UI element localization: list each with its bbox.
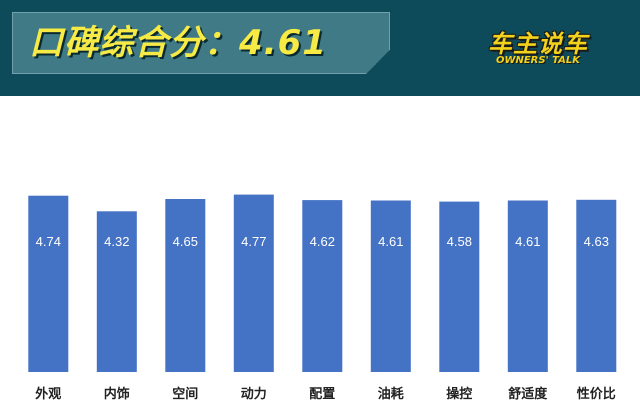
bar-value-label: 4.77 <box>241 234 266 249</box>
bar-value-label: 4.63 <box>584 234 609 249</box>
bar-value-label: 4.61 <box>378 234 403 249</box>
category-label: 舒适度 <box>508 386 548 402</box>
header-banner: 口碑综合分：4.61 车主说车 OWNERS' TALK <box>0 0 640 96</box>
bar-6 <box>439 201 480 372</box>
bar-3 <box>233 194 274 372</box>
bar-1 <box>96 211 137 372</box>
bar-7 <box>507 200 548 372</box>
category-label: 性价比 <box>577 386 616 402</box>
logo-wordmark: 车主说车 <box>488 30 588 58</box>
bar-0 <box>28 195 69 372</box>
bar-value-label: 4.58 <box>447 234 472 249</box>
bars-group <box>28 194 617 372</box>
category-label: 内饰 <box>104 386 130 402</box>
logo-tagline: OWNERS' TALK <box>495 55 581 66</box>
brand-logo: 车主说车 OWNERS' TALK <box>468 30 608 72</box>
bar-value-label: 4.62 <box>310 234 335 249</box>
category-label: 动力 <box>241 386 267 402</box>
category-label: 外观 <box>34 386 61 402</box>
score-title-box: 口碑综合分：4.61 <box>12 12 390 74</box>
bar-value-label: 4.61 <box>515 234 540 249</box>
bar-2 <box>165 199 206 372</box>
category-label: 配置 <box>309 387 335 402</box>
bar-8 <box>576 199 617 372</box>
category-label: 空间 <box>172 386 198 402</box>
bar-value-label: 4.74 <box>36 234 61 249</box>
bar-5 <box>370 200 411 372</box>
bar-value-label: 4.32 <box>104 234 129 249</box>
bar-value-label: 4.65 <box>173 234 198 249</box>
bar-value-labels: 4.74 4.32 4.65 4.77 4.62 4.61 4.58 4.61 4.63 <box>36 234 609 249</box>
category-label: 操控 <box>446 386 472 402</box>
page-title: 口碑综合分：4.61 <box>29 23 327 63</box>
bar-4 <box>302 200 343 372</box>
category-labels: 外观 内饰 空间 动力 配置 油耗 操控 舒适度 性价比 <box>34 386 616 402</box>
score-bar-chart: 4.74 4.32 4.65 4.77 4.62 4.61 4.58 4.61 4.63 外观 内… <box>28 194 617 402</box>
category-label: 油耗 <box>378 386 404 402</box>
